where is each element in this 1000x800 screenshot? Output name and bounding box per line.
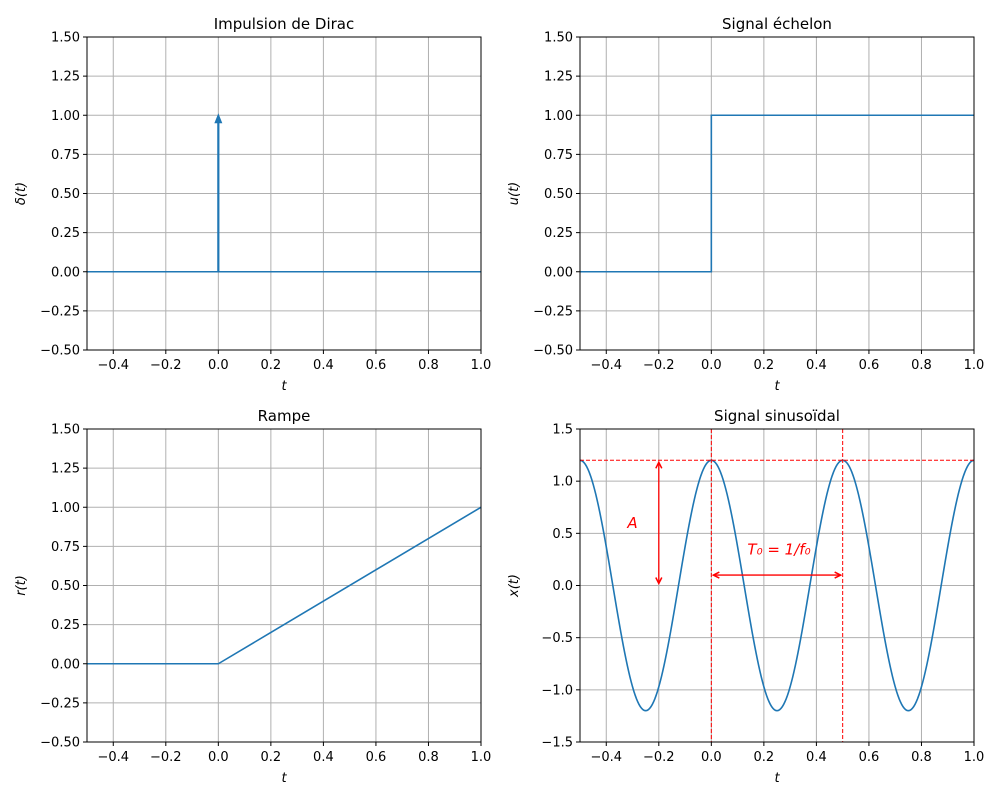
dirac-arrow-head [214,113,223,124]
x-tick-label: 0.8 [418,750,439,765]
y-tick-label: 1.25 [544,70,573,85]
x-tick-label: 0.4 [806,358,827,373]
x-tick-label: −0.4 [590,750,622,765]
arrow-head [834,571,843,579]
x-tick-label: 0.6 [366,750,387,765]
x-tick-label: −0.2 [643,358,675,373]
y-tick-label: 1.00 [51,501,80,516]
x-tick-label: 1.0 [964,750,985,765]
y-tick-label: 0.25 [51,618,80,633]
x-axis-label: t [774,379,780,394]
x-axis-label: t [281,379,287,394]
arrow-head [655,460,663,469]
x-tick-label: 0.4 [806,750,827,765]
axes-frame [579,36,975,351]
y-tick-label: −1.0 [541,683,573,698]
x-tick-label: 0.2 [754,750,775,765]
subplot-1: −0.4 −0.2 0.0 0.2 0.4 0.6 0.8 1.0 −0.50 −0.25 0.00… [14,15,491,394]
y-tick-label: 0.00 [51,265,80,280]
x-tick-label: 0.8 [911,358,932,373]
x-tick-label: −0.4 [590,358,622,373]
y-tick-label: 0.50 [544,187,573,202]
x-tick-label: 0.6 [859,358,880,373]
y-tick-label: 1.25 [51,462,80,477]
y-tick-label: 1.50 [544,31,573,46]
axes-frame [86,36,482,351]
x-tick-label: 1.0 [471,358,492,373]
subplot-title: Impulsion de Dirac [214,15,355,33]
x-tick-label: 0.2 [261,358,282,373]
axes-frame [86,428,482,743]
x-tick-label: 0.0 [701,750,722,765]
y-tick-label: 0.25 [51,226,80,241]
subplot-title: Rampe [258,407,311,425]
y-tick-label: 0.50 [51,579,80,594]
y-tick-label: 0.75 [51,148,80,163]
series-line-r [87,506,482,665]
y-tick-label: −1.5 [541,736,573,751]
amplitude-label: A [626,514,637,532]
x-tick-label: −0.4 [97,750,129,765]
x-tick-label: −0.2 [150,750,182,765]
x-tick-label: 0.0 [208,358,229,373]
x-tick-label: 1.0 [964,358,985,373]
y-tick-label: −0.50 [40,344,80,359]
y-tick-label: −0.25 [533,304,573,319]
y-tick-label: 1.0 [552,475,573,490]
series-line-u [580,114,974,273]
y-tick-label: 0.75 [544,148,573,163]
x-tick-label: 0.8 [418,358,439,373]
y-tick-label: 1.25 [51,70,80,85]
x-tick-label: 0.4 [313,750,334,765]
y-tick-label: 0.00 [51,657,80,672]
y-tick-label: −0.50 [40,736,80,751]
y-axis-label: x(t) [507,574,522,598]
y-tick-label: −0.5 [541,631,573,646]
x-tick-label: −0.2 [150,358,182,373]
x-tick-label: 0.0 [208,750,229,765]
x-tick-label: 0.2 [754,358,775,373]
y-tick-label: 0.0 [552,579,573,594]
y-tick-label: 1.00 [544,109,573,124]
x-axis-label: t [774,771,780,786]
subplot-3: −0.4 −0.2 0.0 0.2 0.4 0.6 0.8 1.0 −0.50 −0.25 0.00… [14,407,491,786]
x-tick-label: 0.6 [366,358,387,373]
x-tick-label: −0.4 [97,358,129,373]
y-tick-label: 0.25 [544,226,573,241]
subplot-4: −0.4 −0.2 0.0 0.2 0.4 0.6 0.8 1.0 −1.5 −1.0 −0.5 0.… [507,407,984,786]
x-tick-label: −0.2 [643,750,675,765]
y-tick-label: −0.25 [40,696,80,711]
y-tick-label: 1.5 [552,423,573,438]
x-tick-label: 0.8 [911,750,932,765]
x-tick-label: 0.2 [261,750,282,765]
y-tick-label: 0.50 [51,187,80,202]
subplot-title: Signal sinusoïdal [714,407,840,425]
x-tick-label: 0.4 [313,358,334,373]
y-tick-label: −0.25 [40,304,80,319]
y-tick-label: 1.50 [51,31,80,46]
x-tick-label: 1.0 [471,750,492,765]
sine-curve [579,459,975,712]
y-axis-label: u(t) [507,182,522,205]
subplot-title: Signal échelon [722,15,832,33]
y-tick-label: −0.50 [533,344,573,359]
x-tick-label: 0.6 [859,750,880,765]
x-tick-label: 0.0 [701,358,722,373]
y-axis-label: δ(t) [14,182,29,205]
period-label: T₀ = 1/f₀ [747,541,810,559]
arrow-head [655,577,663,586]
y-tick-label: 0.5 [552,527,573,542]
y-tick-label: 0.75 [51,540,80,555]
axes-frame [579,428,975,743]
x-axis-label: t [281,771,287,786]
arrow-head [711,571,720,579]
y-tick-label: 1.00 [51,109,80,124]
y-tick-label: 1.50 [51,423,80,438]
y-axis-label: r(t) [14,575,29,596]
y-tick-label: 0.00 [544,265,573,280]
subplot-2: −0.4 −0.2 0.0 0.2 0.4 0.6 0.8 1.0 −0.50 −0.25 0.00… [507,15,984,394]
